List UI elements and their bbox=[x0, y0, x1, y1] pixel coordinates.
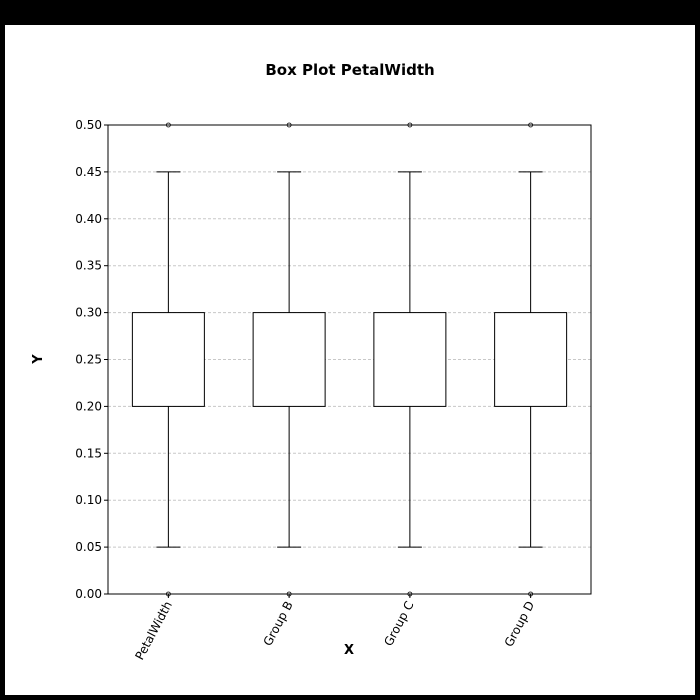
x-tick-label: PetalWidth bbox=[132, 599, 175, 662]
box-iqr bbox=[373, 312, 447, 407]
box-4 bbox=[494, 122, 568, 597]
box-2 bbox=[252, 122, 326, 597]
box-1 bbox=[131, 122, 205, 597]
y-tick-label: 0.45 bbox=[75, 165, 102, 179]
y-tick-label: 0.35 bbox=[75, 259, 102, 273]
box-plot-chart: Box Plot PetalWidth 0.00 0.05 0.10 0.15 0.20… bbox=[31, 61, 592, 662]
box-3 bbox=[373, 122, 447, 597]
x-tick-label: Group D bbox=[502, 599, 538, 649]
y-tick-label: 0.10 bbox=[75, 493, 102, 507]
x-axis-title: X bbox=[344, 643, 354, 658]
box-iqr bbox=[131, 312, 205, 407]
y-tick-label: 0.30 bbox=[75, 306, 102, 320]
y-tick-label: 0.25 bbox=[75, 353, 102, 367]
y-tick-label: 0.20 bbox=[75, 399, 102, 413]
x-axis-ticks: PetalWidth Group B Group C Group D bbox=[132, 594, 537, 662]
y-tick-label: 0.05 bbox=[75, 540, 102, 554]
y-tick-label: 0.40 bbox=[75, 212, 102, 226]
chart-frame: Box Plot PetalWidth 0.00 0.05 0.10 0.15 0.20… bbox=[5, 25, 695, 695]
box-iqr bbox=[494, 312, 568, 407]
x-tick-label: Group B bbox=[261, 599, 296, 648]
box-iqr bbox=[252, 312, 326, 407]
y-tick-label: 0.50 bbox=[75, 118, 102, 132]
x-tick-label: Group C bbox=[381, 599, 416, 649]
y-axis-title: Y bbox=[31, 354, 46, 365]
y-tick-label: 0.15 bbox=[75, 446, 102, 460]
y-tick-label: 0.00 bbox=[75, 587, 102, 601]
y-axis-ticks: 0.00 0.05 0.10 0.15 0.20 0.25 0.30 0.35 0.40 0.45… bbox=[75, 118, 108, 601]
chart-title: Box Plot PetalWidth bbox=[265, 61, 434, 79]
boxes-layer bbox=[131, 122, 568, 597]
